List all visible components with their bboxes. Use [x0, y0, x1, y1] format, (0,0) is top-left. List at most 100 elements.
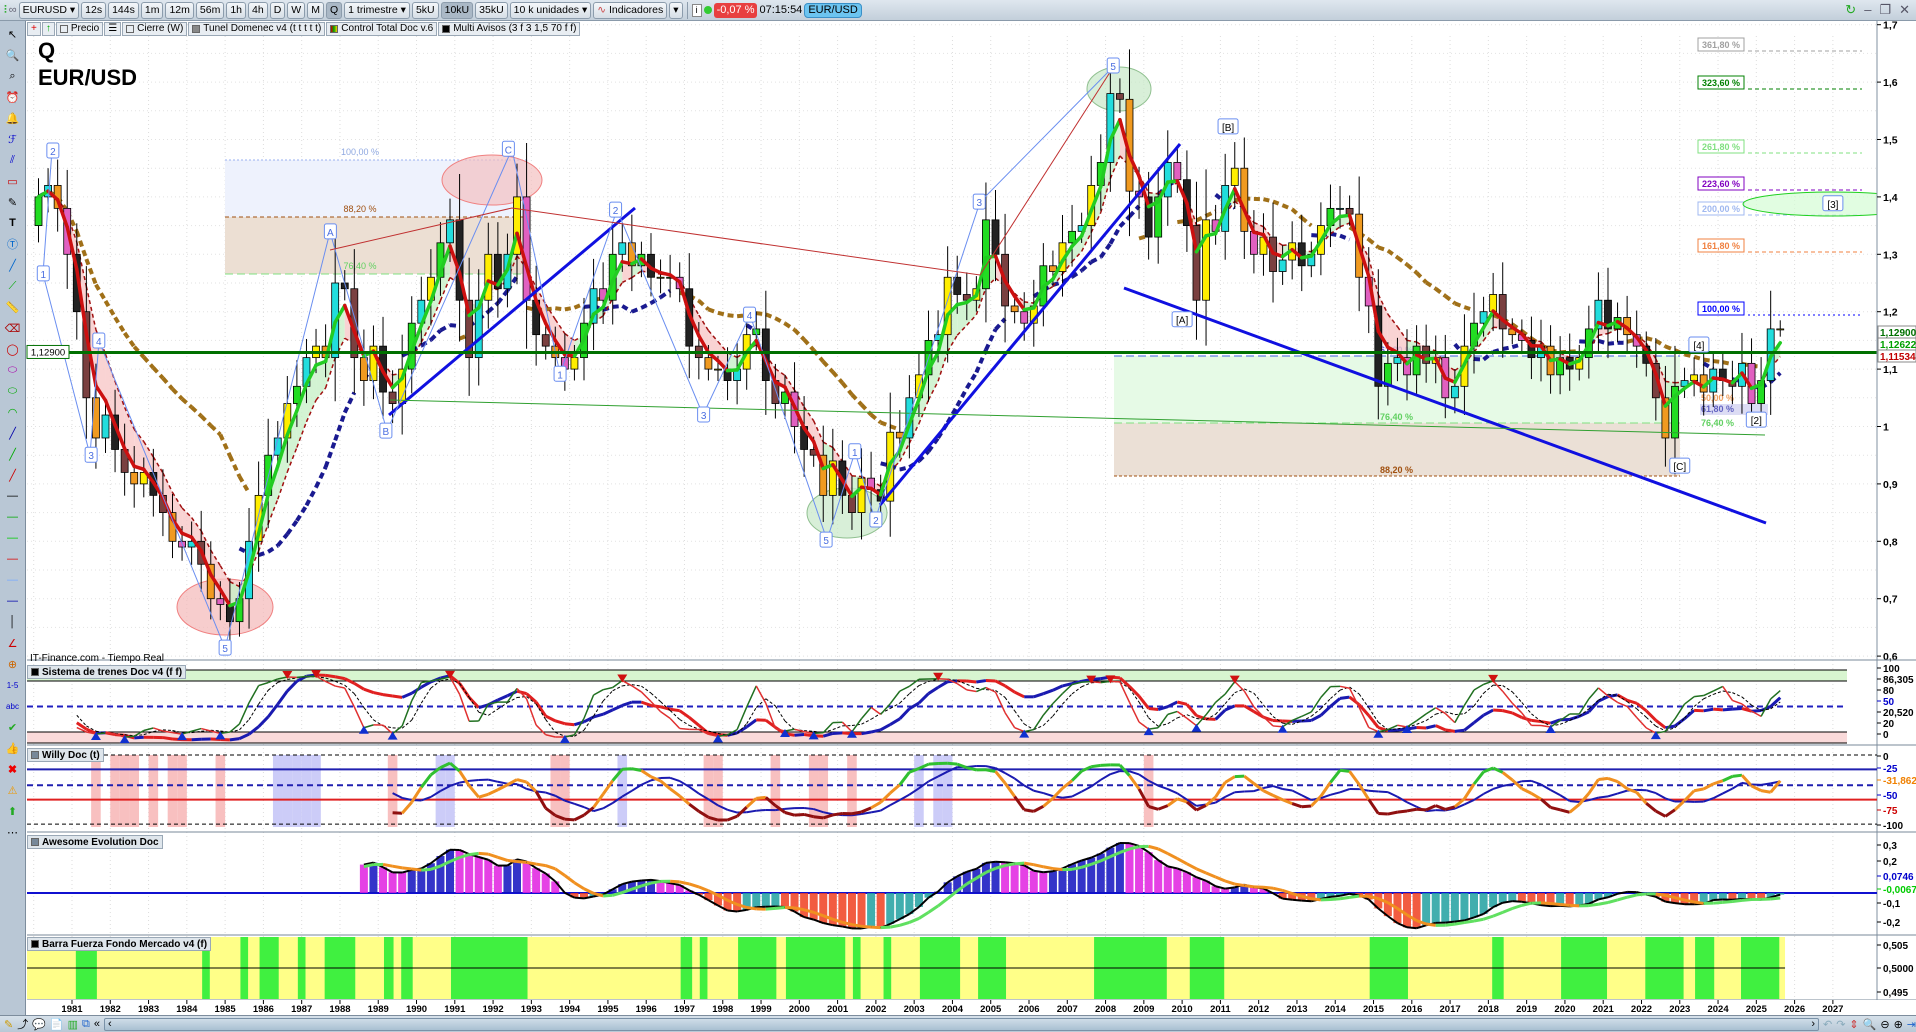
thumbs-up-icon[interactable]: 👍 [5, 742, 20, 755]
timeframe-W[interactable]: W [287, 1, 306, 19]
legend-tunnel[interactable]: Tunel Domenec v4 (t t t t t) [188, 21, 326, 36]
timeframe-12s[interactable]: 12s [81, 1, 107, 19]
legend-control[interactable]: Control Total Doc v.6 [326, 21, 438, 36]
ellipse-icon[interactable]: ⬭ [7, 363, 18, 376]
willy-line [392, 811, 403, 815]
chart-type-icon[interactable]: ⫶ [4, 3, 7, 16]
restore-icon[interactable]: ❐ [1879, 2, 1892, 17]
autoscale-icon[interactable]: ⇕ [1849, 1018, 1859, 1031]
timeframe-M[interactable]: M [307, 1, 324, 19]
compare-icon[interactable]: ▥ [67, 1018, 79, 1031]
hline-red-icon[interactable]: — [7, 553, 18, 565]
period-select[interactable]: 1 trimestre ▾ [344, 1, 410, 19]
check-icon[interactable]: ✔ [7, 721, 18, 734]
trendline-green-icon[interactable]: ╱ [9, 448, 16, 461]
zoom-out-icon[interactable]: ⊖ [1880, 1018, 1890, 1031]
legend-close[interactable]: Cierre (W) [122, 21, 188, 36]
ellipse-green-icon[interactable]: ⬭ [7, 384, 18, 397]
trendline-red-icon[interactable]: ╱ [9, 469, 16, 482]
angle-icon[interactable]: ∠ [7, 637, 18, 650]
elliott-abc-icon[interactable]: abc [6, 701, 19, 711]
trains-fast-line [229, 723, 240, 733]
ruler-icon[interactable]: 📏 [5, 301, 20, 314]
trains-signal-line [1435, 711, 1446, 715]
list-icon[interactable]: ☰ [104, 21, 122, 36]
timeframe-4h[interactable]: 4h [248, 1, 268, 19]
scroll-end-icon[interactable]: ⇥ [1906, 1018, 1916, 1031]
chat-icon[interactable]: 💬 [32, 1018, 46, 1031]
pencil-icon[interactable]: ✎ [7, 196, 18, 209]
text-box-icon[interactable]: Ⓣ [7, 239, 18, 251]
rectangle-icon[interactable]: ▭ [7, 175, 18, 188]
share-icon[interactable]: ⤴ [17, 1019, 29, 1031]
collapse-icon[interactable]: « [93, 1018, 101, 1030]
legend-price[interactable]: Precio [55, 21, 104, 36]
ray-icon[interactable]: ⟋ [8, 279, 17, 292]
horizontal-scrollbar[interactable]: ‹ › [104, 1017, 1819, 1031]
hline-green2-icon[interactable]: — [7, 532, 18, 544]
fibonacci-icon[interactable]: ℱ [8, 133, 17, 146]
timeframe-144s[interactable]: 144s [108, 1, 139, 19]
report-icon[interactable]: 📄 [49, 1018, 64, 1031]
vline-icon[interactable]: │ [9, 616, 16, 628]
timeframe-Q[interactable]: Q [325, 1, 343, 19]
panel-awesome-header[interactable]: Awesome Evolution Doc [27, 835, 163, 849]
cross-icon[interactable]: ✖ [7, 763, 18, 776]
unit-10kU[interactable]: 10kU [440, 1, 474, 19]
hline-green-icon[interactable]: — [7, 511, 18, 523]
close-icon[interactable]: ✕ [1899, 2, 1910, 17]
warning-icon[interactable]: ⚠ [7, 784, 18, 797]
cursor-icon[interactable]: ↖ [7, 28, 18, 41]
tunnel-main-line [1328, 214, 1342, 227]
timeframe-D[interactable]: D [269, 1, 286, 19]
indicators-button[interactable]: ∿ Indicadores [593, 1, 668, 19]
line-icon[interactable]: ╱ [9, 259, 16, 272]
scroll-right-icon[interactable]: › [1811, 1018, 1815, 1030]
trendline-icon[interactable]: ╱ [9, 427, 16, 440]
add-indicator-icon[interactable]: + [27, 21, 41, 36]
move-up-icon[interactable]: ↑ [41, 21, 55, 36]
timeframe-1m[interactable]: 1m [140, 1, 164, 19]
timeframe-56m[interactable]: 56m [195, 1, 225, 19]
redo-icon[interactable]: ↷ [1836, 1018, 1846, 1031]
units-select[interactable]: 10 k unidades ▾ [509, 1, 592, 19]
panel-barra-header[interactable]: Barra Fuerza Fondo Mercado v4 (f) [27, 937, 212, 951]
timeframe-1h[interactable]: 1h [226, 1, 247, 19]
hline-lightblue-icon[interactable]: — [7, 574, 18, 586]
arrow-up-icon[interactable]: ⬆ [7, 805, 18, 818]
eraser-icon[interactable]: ⌫ [4, 322, 21, 335]
magnifier-icon[interactable]: ⌕ [9, 69, 16, 82]
legend-alerts[interactable]: Multi Avisos (3 f 3 1,5 70 f f) [438, 21, 581, 36]
circle-icon[interactable]: ◯ [6, 343, 19, 356]
zoom-icon[interactable]: 🔍 [5, 49, 20, 62]
indicators-dropdown[interactable]: ▾ [669, 1, 683, 19]
channel-icon[interactable]: ⫽ [10, 153, 15, 166]
minimize-icon[interactable]: – [1864, 2, 1872, 17]
symbol-select[interactable]: EURUSD ▾ [18, 1, 80, 19]
elliott-impulse-icon[interactable]: 1‑5 [6, 680, 19, 690]
refresh-icon[interactable]: ↻ [1845, 2, 1857, 17]
panel-trains-header[interactable]: Sistema de trenes Doc v4 (f f) [27, 665, 187, 679]
arc-icon[interactable]: ◠ [7, 406, 18, 419]
undo-icon[interactable]: ↶ [1822, 1018, 1833, 1031]
bell-icon[interactable]: 🔔 [5, 112, 20, 125]
unit-5kU[interactable]: 5kU [411, 1, 439, 19]
text-icon[interactable]: T [9, 217, 16, 229]
circle-plus-icon[interactable]: ⊕ [7, 658, 18, 671]
pencil-tool-icon[interactable]: ✎ [4, 1018, 14, 1031]
hline-navy-icon[interactable]: — [7, 595, 18, 607]
more-tools-icon[interactable]: ⋯ [7, 826, 18, 839]
hline-black-icon[interactable]: — [7, 490, 18, 502]
timeframe-12m[interactable]: 12m [165, 1, 194, 19]
unit-35kU[interactable]: 35kU [475, 1, 508, 19]
windows-icon[interactable]: ⧉ [82, 1017, 90, 1030]
link-icon[interactable]: ∞ [8, 4, 17, 16]
info-icon[interactable]: i [691, 3, 702, 17]
alarm-icon[interactable]: ⏰ [5, 91, 20, 104]
scroll-left-icon[interactable]: ‹ [108, 1018, 112, 1030]
panel-willy-header[interactable]: Willy Doc (t) [27, 748, 104, 762]
zoom-fit-icon[interactable]: 🔍 [1862, 1018, 1877, 1031]
zoom-in-icon[interactable]: ⊕ [1893, 1018, 1903, 1031]
awesome-signal-line [803, 908, 815, 914]
